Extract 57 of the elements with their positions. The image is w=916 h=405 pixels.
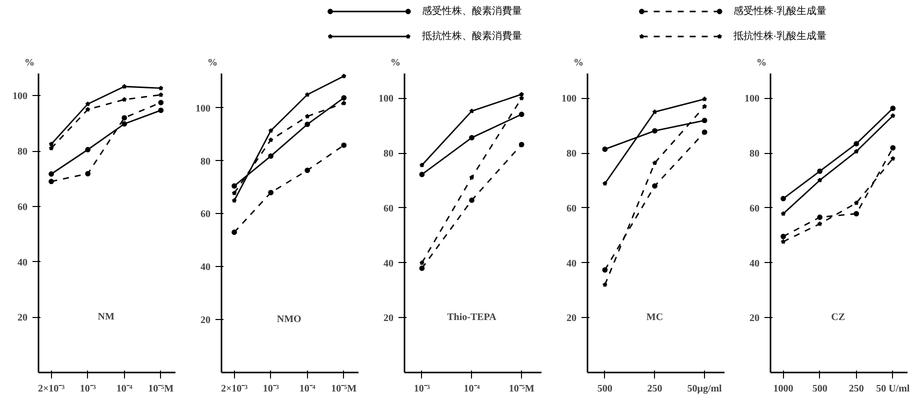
x-tick-label: 10⁻³ xyxy=(414,384,430,394)
x-tick-label: 10⁻⁴ xyxy=(464,384,480,394)
legend-label: 抵抗性株·乳酸生成量 xyxy=(732,30,827,42)
x-tick-label: 250 xyxy=(848,384,864,394)
x-tick-label: 50μg/ml xyxy=(687,384,722,394)
y-tick-label: 40 xyxy=(200,262,210,274)
x-tick-label: 500 xyxy=(812,384,828,394)
x-tick-label: 10⁻⁵M xyxy=(331,384,358,394)
y-tick-label: 60 xyxy=(18,202,28,213)
y-tick-label: 20 xyxy=(18,312,28,324)
annotation: MC xyxy=(646,312,664,324)
y-tick-label: 40 xyxy=(18,257,28,268)
y-tick-label: 20 xyxy=(566,313,576,324)
annotation: NM xyxy=(98,312,115,323)
y-tick-label: 80 xyxy=(566,148,576,160)
y-tick-label: 40 xyxy=(384,258,394,270)
y-tick-label: 100 xyxy=(378,94,394,105)
y-tick-label: 100 xyxy=(744,94,760,105)
y-axis-title: % xyxy=(574,58,584,68)
y-tick-label: 60 xyxy=(566,203,576,214)
x-tick-label: 10⁻⁴ xyxy=(299,384,316,394)
y-tick-label: 80 xyxy=(200,156,210,168)
x-tick-label: 10⁻⁵M xyxy=(508,384,535,394)
annotation: CZ xyxy=(831,312,846,324)
y-tick-label: 60 xyxy=(750,203,760,214)
x-tick-label: 2×10⁻³ xyxy=(220,384,248,394)
y-tick-label: 80 xyxy=(384,148,394,160)
x-tick-label: 10⁻⁴ xyxy=(116,384,132,394)
legend-label: 感受性株、酸素消費量 xyxy=(422,5,522,17)
annotation: NMO xyxy=(276,314,302,326)
y-tick-label: 40 xyxy=(566,258,576,270)
annotation: Thio-TEPA xyxy=(447,312,498,324)
y-tick-label: 80 xyxy=(18,146,28,158)
y-tick-label: 20 xyxy=(750,313,760,324)
y-tick-label: 20 xyxy=(384,313,394,324)
x-tick-label: 10⁻³ xyxy=(80,384,96,394)
x-tick-label: 500 xyxy=(597,384,612,394)
y-tick-label: 40 xyxy=(750,258,760,270)
y-tick-label: 20 xyxy=(200,315,210,326)
y-tick-label: 100 xyxy=(196,103,210,114)
y-axis-title: % xyxy=(390,58,400,68)
legend-label: 感受性株·乳酸生成量 xyxy=(733,5,827,17)
y-tick-label: 80 xyxy=(750,148,760,160)
x-tick-label: 50 U/ml xyxy=(876,384,910,394)
y-axis-title: % xyxy=(756,58,766,68)
x-tick-label: 250 xyxy=(647,384,662,394)
y-axis-title: % xyxy=(24,58,34,68)
legend-label: 抵抗性株、酸素消費量 xyxy=(420,30,522,42)
x-tick-label: 1000 xyxy=(773,384,794,394)
x-tick-label: 10⁻⁵M xyxy=(148,384,174,394)
y-tick-label: 60 xyxy=(200,209,210,220)
y-tick-label: 100 xyxy=(562,94,576,105)
y-axis-title: % xyxy=(208,58,218,68)
y-tick-label: 100 xyxy=(12,91,28,102)
x-tick-label: 10⁻³ xyxy=(262,384,279,394)
x-tick-label: 2×10⁻³ xyxy=(38,384,65,394)
y-tick-label: 60 xyxy=(384,203,394,214)
